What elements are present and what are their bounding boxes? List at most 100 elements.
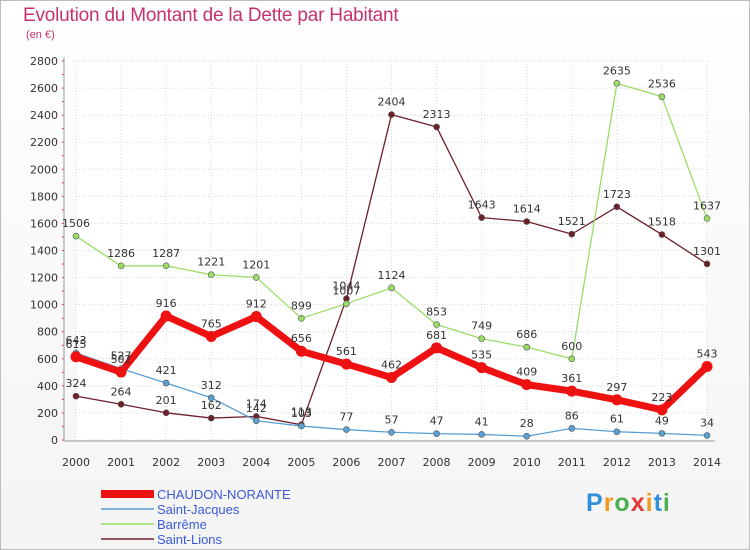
x-tick-label: 2011 bbox=[558, 456, 586, 469]
x-tick-label: 2012 bbox=[603, 456, 631, 469]
data-point bbox=[658, 93, 666, 101]
data-point bbox=[521, 379, 533, 391]
data-label: 41 bbox=[475, 415, 489, 428]
data-label: 113 bbox=[291, 406, 312, 419]
data-label: 1637 bbox=[693, 199, 721, 212]
data-label: 2313 bbox=[423, 108, 451, 121]
data-point bbox=[117, 262, 125, 270]
data-label: 1287 bbox=[152, 247, 180, 260]
data-point bbox=[388, 111, 395, 118]
x-tick-label: 2006 bbox=[332, 456, 360, 469]
data-label: 749 bbox=[471, 320, 492, 333]
y-tick-label: 2800 bbox=[30, 55, 58, 68]
data-label: 2404 bbox=[378, 96, 406, 109]
data-label: 912 bbox=[246, 298, 267, 311]
data-point bbox=[343, 426, 350, 433]
y-tick-label: 2600 bbox=[30, 82, 58, 95]
data-label: 162 bbox=[201, 399, 222, 412]
data-point bbox=[701, 361, 713, 373]
data-point bbox=[295, 345, 307, 357]
data-point bbox=[205, 330, 217, 342]
y-tick-label: 400 bbox=[37, 380, 58, 393]
data-label: 312 bbox=[201, 379, 222, 392]
data-label: 1007 bbox=[332, 285, 360, 298]
data-point bbox=[252, 274, 260, 281]
data-point bbox=[160, 310, 172, 322]
data-label: 264 bbox=[111, 385, 132, 398]
y-tick-label: 1600 bbox=[30, 217, 58, 230]
data-point bbox=[703, 215, 711, 222]
logo-letter: x bbox=[630, 489, 646, 517]
data-label: 681 bbox=[426, 329, 447, 342]
data-point bbox=[72, 232, 80, 240]
data-label: 765 bbox=[201, 317, 222, 330]
data-point bbox=[162, 379, 170, 387]
data-label: 1221 bbox=[197, 256, 225, 269]
y-tick-label: 1000 bbox=[30, 299, 58, 312]
data-label: 28 bbox=[520, 417, 534, 430]
data-label: 103 bbox=[291, 407, 312, 420]
data-label: 61 bbox=[610, 413, 624, 426]
data-point bbox=[523, 218, 531, 225]
logo-letter: o bbox=[614, 489, 631, 517]
data-label: 535 bbox=[471, 349, 492, 362]
data-point bbox=[117, 400, 125, 408]
y-tick-label: 0 bbox=[51, 434, 58, 447]
data-point bbox=[115, 366, 127, 378]
data-point bbox=[613, 203, 621, 211]
data-label: 1614 bbox=[513, 203, 541, 216]
data-label: 527 bbox=[111, 350, 132, 363]
data-label: 34 bbox=[700, 416, 714, 429]
data-point bbox=[250, 311, 262, 323]
data-point bbox=[207, 414, 215, 422]
data-label: 86 bbox=[565, 409, 579, 422]
x-tick-label: 2008 bbox=[423, 456, 451, 469]
logo-letter: t bbox=[653, 489, 663, 517]
legend-label: Saint-Lions bbox=[157, 532, 223, 547]
data-point bbox=[343, 300, 350, 307]
y-tick-label: 1200 bbox=[30, 272, 58, 285]
data-label: 2635 bbox=[603, 64, 631, 77]
data-label: 1521 bbox=[558, 215, 586, 228]
x-tick-label: 2001 bbox=[107, 456, 135, 469]
data-label: 1044 bbox=[332, 280, 360, 293]
x-tick-label: 2003 bbox=[197, 456, 225, 469]
data-point bbox=[431, 342, 443, 354]
data-point bbox=[162, 262, 170, 270]
data-point bbox=[611, 394, 623, 406]
x-tick-label: 2005 bbox=[287, 456, 315, 469]
data-label: 324 bbox=[66, 377, 87, 390]
data-label: 1518 bbox=[648, 216, 676, 229]
data-label: 561 bbox=[336, 345, 357, 358]
data-label: 853 bbox=[426, 306, 447, 319]
data-point bbox=[478, 431, 485, 438]
logo-letter: i bbox=[645, 489, 654, 517]
data-label: 201 bbox=[156, 394, 177, 407]
data-label: 600 bbox=[561, 340, 582, 353]
data-point bbox=[523, 343, 531, 351]
data-point bbox=[433, 430, 440, 437]
legend-label: Barrême bbox=[157, 517, 207, 532]
x-tick-label: 2009 bbox=[468, 456, 496, 469]
data-point bbox=[252, 417, 260, 425]
y-tick-label: 2000 bbox=[30, 163, 58, 176]
data-label: 1124 bbox=[378, 269, 406, 282]
data-point bbox=[703, 260, 711, 268]
data-point bbox=[523, 432, 531, 440]
data-point bbox=[658, 430, 666, 437]
data-label: 2536 bbox=[648, 78, 676, 91]
data-point bbox=[70, 351, 82, 363]
data-label: 361 bbox=[561, 372, 582, 385]
data-point bbox=[72, 392, 80, 400]
data-point bbox=[566, 385, 578, 397]
x-tick-label: 2004 bbox=[242, 456, 270, 469]
data-label: 47 bbox=[430, 415, 444, 428]
data-label: 615 bbox=[66, 338, 87, 351]
x-tick-label: 2013 bbox=[648, 456, 676, 469]
data-point bbox=[388, 428, 395, 436]
data-point bbox=[703, 432, 711, 439]
data-label: 643 bbox=[66, 334, 87, 347]
data-label: 1201 bbox=[242, 258, 270, 271]
data-label: 502 bbox=[111, 353, 132, 366]
